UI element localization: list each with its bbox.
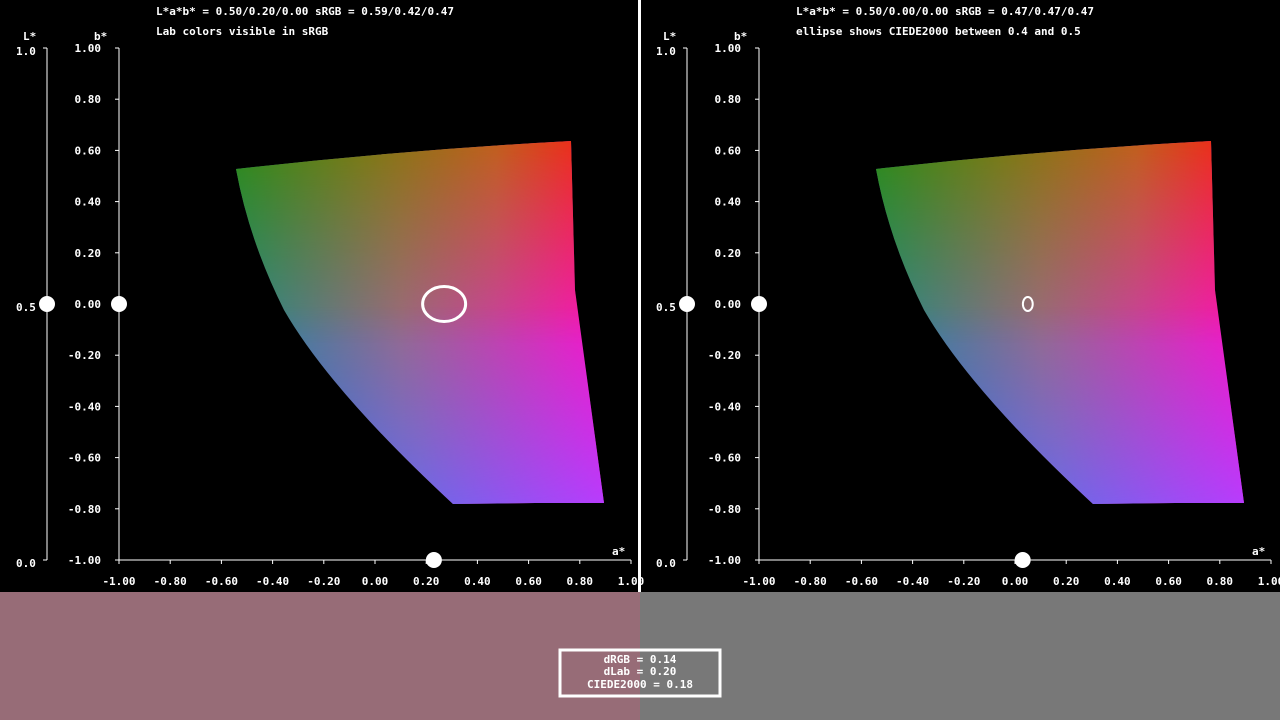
left-b-tick-label: 0.60 bbox=[75, 144, 102, 157]
left-a-axis-label: a* bbox=[612, 545, 625, 558]
left-l-tick-bottom: 0.0 bbox=[16, 557, 36, 570]
left-b-slider-handle[interactable] bbox=[111, 296, 127, 312]
left-a-tick-label: 0.00 bbox=[362, 575, 389, 588]
right-panel: L*a*b* = 0.50/0.00/0.00 sRGB = 0.47/0.47… bbox=[656, 5, 1280, 588]
right-b-tick-label: -0.40 bbox=[708, 400, 741, 413]
left-l-tick-top: 1.0 bbox=[16, 45, 36, 58]
left-ciede-ellipse bbox=[421, 285, 468, 323]
right-b-tick-label: 0.80 bbox=[715, 93, 742, 106]
right-l-tick-mid: 0.5 bbox=[656, 301, 676, 314]
right-b-axis-label: b* bbox=[734, 30, 747, 43]
right-a-tick-label: 0.60 bbox=[1155, 575, 1182, 588]
right-b-tick-label: 0.40 bbox=[715, 196, 742, 209]
right-l-tick-top: 1.0 bbox=[656, 45, 676, 58]
left-panel: L*a*b* = 0.50/0.20/0.00 sRGB = 0.59/0.42… bbox=[16, 5, 644, 588]
left-color-swatch bbox=[0, 592, 640, 720]
left-header-line1: L*a*b* = 0.50/0.20/0.00 sRGB = 0.59/0.42… bbox=[156, 5, 454, 18]
left-a-tick-label: 0.20 bbox=[413, 575, 440, 588]
right-a-axis-label: a* bbox=[1252, 545, 1265, 558]
right-b-tick-label: -0.80 bbox=[708, 503, 741, 516]
right-l-tick-bottom: 0.0 bbox=[656, 557, 676, 570]
right-b-tick-label: 0.20 bbox=[715, 247, 742, 260]
left-b-tick-label: -0.60 bbox=[68, 452, 101, 465]
right-a-ticks: -1.00 -0.80 -0.60 -0.40 -0.20 0.00 0.20 0.40 0.6… bbox=[742, 560, 1280, 588]
left-header-line2: Lab colors visible in sRGB bbox=[156, 25, 329, 38]
left-a-tick-label: 1.00 bbox=[618, 575, 645, 588]
right-a-tick-label: 0.00 bbox=[1002, 575, 1029, 588]
right-ciede-ellipse bbox=[1021, 295, 1034, 313]
left-b-ticks: 1.00 0.80 0.60 0.40 0.20 0.00 -0.20 -0.40 -0.60 -… bbox=[68, 42, 119, 567]
panel-divider bbox=[638, 0, 641, 592]
left-b-tick-label: 1.00 bbox=[75, 42, 102, 55]
right-a-tick-label: 0.40 bbox=[1104, 575, 1131, 588]
right-a-tick-label: -0.20 bbox=[947, 575, 980, 588]
difference-readout: dRGB = 0.14 dLab = 0.20 CIEDE2000 = 0.18 bbox=[558, 648, 722, 698]
left-b-tick-label: -0.80 bbox=[68, 503, 101, 516]
left-a-tick-label: -0.20 bbox=[307, 575, 340, 588]
right-b-ticks: 1.00 0.80 0.60 0.40 0.20 0.00 -0.20 -0.40 -0.60 -… bbox=[708, 42, 759, 567]
left-a-tick-label: 0.60 bbox=[515, 575, 542, 588]
left-b-tick-label: -0.40 bbox=[68, 400, 101, 413]
left-b-tick-label: 0.20 bbox=[75, 247, 102, 260]
right-a-tick-label: -0.60 bbox=[845, 575, 878, 588]
right-a-tick-label: -1.00 bbox=[742, 575, 775, 588]
left-a-ticks: -1.00 -0.80 -0.60 -0.40 -0.20 0.00 0.20 0.40 0.6… bbox=[102, 560, 644, 588]
right-a-tick-label: 0.20 bbox=[1053, 575, 1080, 588]
left-a-tick-label: -0.40 bbox=[256, 575, 289, 588]
left-b-tick-label: 0.80 bbox=[75, 93, 102, 106]
right-b-tick-label: -1.00 bbox=[708, 554, 741, 567]
right-a-tick-label: -0.80 bbox=[794, 575, 827, 588]
right-l-slider-handle[interactable] bbox=[679, 296, 695, 312]
right-header-line2: ellipse shows CIEDE2000 between 0.4 and … bbox=[796, 25, 1081, 38]
readout-drgb: dRGB = 0.14 bbox=[604, 653, 677, 666]
left-b-tick-label: -1.00 bbox=[68, 554, 101, 567]
left-l-tick-mid: 0.5 bbox=[16, 301, 36, 314]
left-b-axis-label: b* bbox=[94, 30, 107, 43]
readout-ciede2000: CIEDE2000 = 0.18 bbox=[587, 678, 693, 691]
right-a-tick-label: 1.00 bbox=[1258, 575, 1280, 588]
left-a-tick-label: 0.40 bbox=[464, 575, 491, 588]
left-l-axis-label: L* bbox=[23, 30, 36, 43]
readout-dlab: dLab = 0.20 bbox=[604, 665, 677, 678]
right-a-slider-handle[interactable] bbox=[1014, 552, 1031, 568]
right-b-tick-label: 1.00 bbox=[715, 42, 742, 55]
right-color-swatch bbox=[640, 592, 1280, 720]
readout-box bbox=[558, 648, 722, 698]
right-b-tick-label: 0.60 bbox=[715, 144, 742, 157]
left-a-slider-handle[interactable] bbox=[425, 552, 442, 568]
right-b-tick-label: -0.20 bbox=[708, 349, 741, 362]
right-a-tick-label: 0.80 bbox=[1207, 575, 1234, 588]
left-a-tick-label: -0.80 bbox=[154, 575, 187, 588]
right-b-slider-handle[interactable] bbox=[751, 296, 767, 312]
right-b-tick-label: 0.00 bbox=[715, 298, 742, 311]
left-a-tick-label: -0.60 bbox=[205, 575, 238, 588]
left-b-tick-label: 0.40 bbox=[75, 196, 102, 209]
left-b-tick-label: -0.20 bbox=[68, 349, 101, 362]
right-header-line1: L*a*b* = 0.50/0.00/0.00 sRGB = 0.47/0.47… bbox=[796, 5, 1094, 18]
left-a-tick-label: -1.00 bbox=[102, 575, 135, 588]
left-l-slider-handle[interactable] bbox=[39, 296, 55, 312]
right-l-axis-label: L* bbox=[663, 30, 676, 43]
right-a-tick-label: -0.40 bbox=[896, 575, 929, 588]
left-b-tick-label: 0.00 bbox=[75, 298, 102, 311]
right-gamut-region[interactable] bbox=[870, 135, 1250, 510]
left-a-tick-label: 0.80 bbox=[567, 575, 594, 588]
left-gamut-region[interactable] bbox=[230, 135, 610, 510]
right-b-tick-label: -0.60 bbox=[708, 452, 741, 465]
